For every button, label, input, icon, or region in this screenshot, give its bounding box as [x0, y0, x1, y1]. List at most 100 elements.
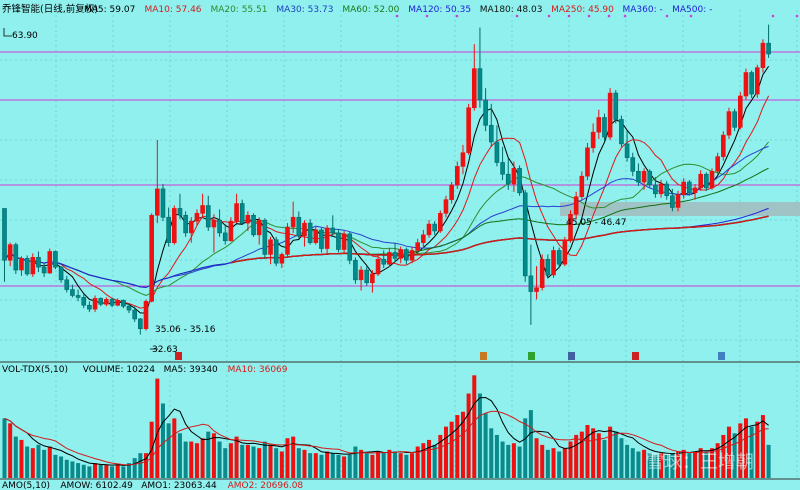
volume-bar	[749, 426, 754, 478]
candle-body	[19, 258, 24, 271]
candle	[551, 246, 556, 278]
candle-body	[460, 152, 466, 167]
volume-bar	[523, 418, 528, 478]
candle	[375, 254, 381, 276]
volume-bar	[659, 453, 664, 478]
volume-bar	[217, 441, 222, 478]
volume-bar	[619, 438, 624, 478]
candle	[132, 306, 137, 322]
candle-body	[347, 233, 353, 261]
candle-body	[426, 223, 432, 236]
volume-bar	[36, 444, 41, 478]
candle-body	[517, 168, 522, 194]
candle	[721, 131, 726, 161]
event-icon	[480, 352, 487, 360]
candle-body	[596, 117, 602, 133]
candle-body	[539, 258, 545, 288]
candle	[183, 211, 188, 237]
candle	[698, 170, 703, 191]
candle	[556, 247, 562, 269]
candle	[53, 250, 58, 270]
candle-body	[172, 208, 177, 243]
candle	[398, 246, 404, 264]
volume-bar	[121, 466, 126, 478]
candle	[87, 301, 92, 313]
candle-body	[302, 222, 307, 237]
volume-bar	[743, 418, 748, 478]
volume-bar	[636, 451, 641, 478]
candle-body	[483, 99, 488, 126]
volume-bar	[279, 451, 284, 478]
candle	[336, 228, 341, 253]
candle-body	[64, 279, 70, 290]
candle-body	[330, 227, 336, 234]
candle-body	[2, 208, 7, 261]
candle-body	[273, 239, 279, 264]
volume-bar	[155, 378, 160, 478]
volume-bar	[438, 434, 443, 478]
candle	[149, 213, 154, 303]
candle-body	[647, 170, 653, 186]
amo-legend-label: AMO(5,10)	[2, 481, 50, 490]
volume-bar	[47, 446, 52, 478]
event-marker	[515, 14, 519, 18]
candle-body	[160, 188, 166, 218]
candle-body	[398, 249, 404, 259]
candle	[647, 169, 653, 188]
candle-body	[200, 205, 205, 214]
volume-bar	[534, 438, 539, 478]
volume-bar	[206, 431, 211, 478]
candle	[737, 92, 743, 130]
event-marker	[665, 14, 669, 18]
candle-body	[98, 298, 104, 305]
candle	[511, 161, 517, 192]
candle-body	[585, 147, 590, 177]
candle-body	[75, 295, 81, 298]
candle-body	[381, 258, 387, 265]
candle	[64, 275, 70, 293]
volume-bar	[625, 444, 630, 478]
volume-bar	[42, 449, 47, 478]
price-annotations: 63.90 32.63 35.06 - 35.16 45.05 - 46.47	[3, 28, 627, 355]
candle	[172, 205, 177, 245]
candle-body	[500, 162, 505, 175]
volume-bar	[87, 466, 92, 478]
candle	[471, 44, 477, 111]
candle	[664, 181, 670, 200]
volume-bar	[710, 448, 714, 478]
candle-body	[41, 266, 47, 274]
volume-bar	[376, 451, 381, 478]
candle-body	[188, 220, 194, 234]
event-icons	[175, 352, 725, 360]
zone-low-label: 35.06 - 35.16	[155, 325, 216, 335]
candle	[619, 115, 624, 147]
volume-bar	[64, 459, 69, 478]
volume-bar	[268, 444, 273, 478]
event-marker	[567, 14, 571, 18]
candle-body	[24, 258, 30, 275]
volume-bar	[579, 431, 584, 478]
candle	[109, 297, 115, 308]
volume-bar	[13, 436, 18, 478]
low-price-label: 32.63	[152, 345, 178, 355]
candle-body	[392, 252, 398, 259]
candle-body	[562, 239, 568, 265]
volume-bar	[370, 454, 375, 478]
candle-body	[404, 249, 409, 261]
candle-body	[545, 258, 551, 276]
candle	[217, 209, 222, 237]
volume-bar	[25, 446, 30, 478]
candle	[41, 263, 47, 277]
candle	[443, 195, 449, 218]
volume-bar	[511, 443, 516, 478]
candle	[381, 250, 387, 269]
volume-bar	[189, 441, 194, 478]
candle	[624, 131, 630, 162]
volume-bar	[19, 439, 24, 478]
volume-bar	[427, 439, 431, 478]
candle-body	[7, 244, 13, 261]
volume-bar	[472, 375, 477, 478]
volume-bar	[81, 464, 86, 478]
candle	[743, 68, 749, 100]
